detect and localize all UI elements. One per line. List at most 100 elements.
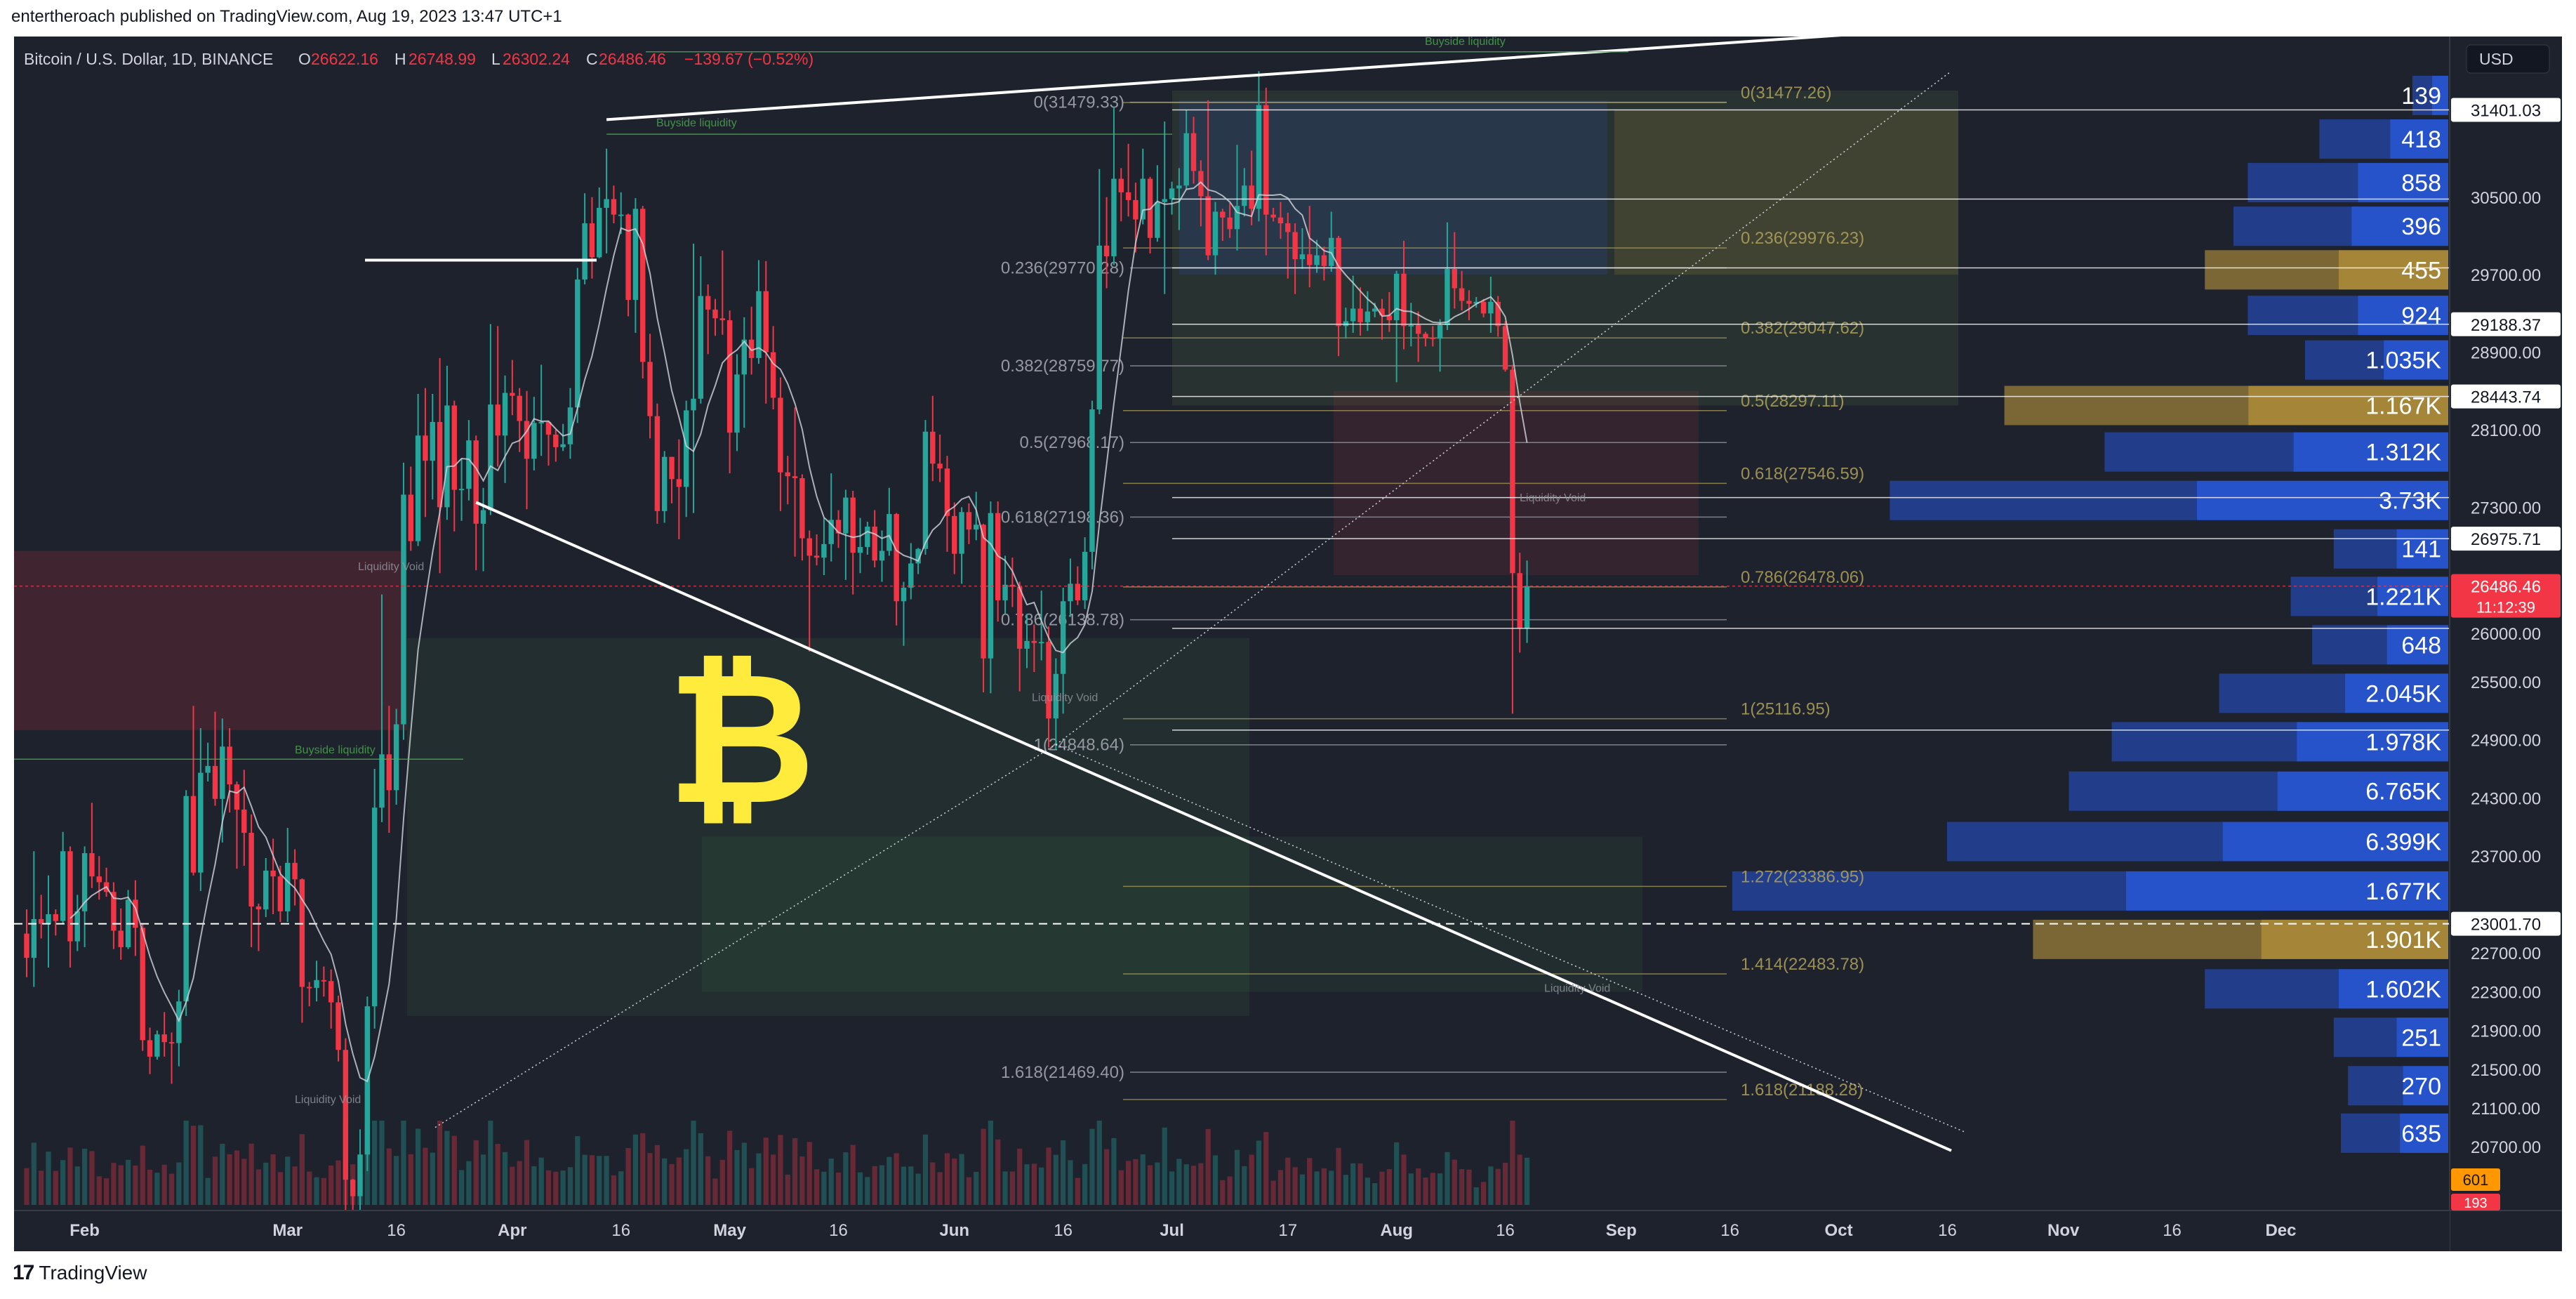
candle-body: [1372, 308, 1378, 312]
price-marker-bg: [2451, 384, 2561, 409]
volume-bar: [1133, 1159, 1138, 1205]
legend-symbol: Bitcoin / U.S. Dollar, 1D, BINANCE: [24, 50, 273, 68]
volume-profile-label: 251: [2401, 1024, 2441, 1051]
volume-bar: [1234, 1149, 1240, 1205]
candle-body: [1524, 586, 1530, 628]
volume-bar: [1379, 1171, 1385, 1205]
price-tick-label: 20700.00: [2471, 1138, 2541, 1157]
volume-profile-label: 924: [2401, 303, 2441, 329]
candle-body: [763, 291, 769, 352]
volume-bar: [270, 1154, 276, 1205]
time-tick-label: Apr: [498, 1221, 526, 1240]
fib-level-label: 0.5(27968.17): [1020, 433, 1124, 452]
volume-bar: [524, 1140, 530, 1205]
candle-body: [632, 209, 639, 301]
candle-body: [285, 862, 291, 911]
volume-bar: [1089, 1128, 1095, 1205]
volume-profile-bar-core: [2386, 625, 2448, 665]
chart-canvas[interactable]: 139 418 858 396 455 924 1.035K 1.167K 1.312K 3.73…: [14, 37, 2562, 1251]
fib-ext-label: 0.5(28297.11): [1741, 392, 1845, 411]
volume-bar: [1307, 1158, 1313, 1205]
candle-body: [799, 478, 805, 539]
currency-label: USD: [2479, 50, 2514, 68]
candle-body: [357, 1154, 363, 1196]
candle-body: [748, 339, 755, 358]
candle-body: [944, 468, 950, 516]
volume-bar: [799, 1156, 805, 1205]
time-tick-label: 16: [1938, 1221, 1957, 1240]
time-tick-label: Mar: [272, 1221, 303, 1240]
candle-body: [597, 207, 602, 258]
moving-average-line: [69, 181, 1528, 1083]
candle-body: [857, 546, 863, 553]
volume-bar: [292, 1166, 298, 1205]
volume-bar: [915, 1173, 921, 1205]
candle-body: [379, 754, 385, 808]
volume-bar: [560, 1171, 566, 1205]
volume-profile-label: 858: [2401, 170, 2441, 197]
candle-body: [1292, 232, 1298, 260]
candle-body: [1256, 105, 1262, 209]
fib-ext-label: 1.618(21188.28): [1741, 1081, 1863, 1100]
volume-profile-bar-core: [2358, 163, 2448, 203]
volume-profile-bar-core: [2390, 119, 2448, 159]
candle-body: [277, 876, 284, 911]
candle-body: [828, 520, 834, 544]
candle-body: [1176, 185, 1182, 189]
chart-svg[interactable]: 139 418 858 396 455 924 1.035K 1.167K 1.312K 3.73…: [14, 37, 2562, 1251]
candle-body: [872, 527, 877, 561]
candle-body: [966, 512, 972, 530]
volume-bar: [553, 1171, 559, 1205]
fib-ext-label: 0.382(29047.62): [1741, 319, 1864, 338]
candle-body: [981, 525, 986, 659]
gold-zone: [1614, 110, 1958, 275]
candle-body: [567, 407, 573, 444]
volume-bar: [1183, 1164, 1189, 1205]
price-marker-label: 31401.03: [2471, 101, 2541, 120]
volume-profile-bar-core: [2384, 340, 2448, 380]
legend-low: 26302.24: [503, 50, 570, 68]
legend-open: 26622.16: [311, 50, 378, 68]
tradingview-footer[interactable]: 17 TradingView: [13, 1261, 147, 1285]
candle-body: [879, 550, 885, 561]
volume-profile-label: 141: [2401, 536, 2441, 563]
candle-body: [343, 1050, 349, 1180]
volume-bar: [575, 1136, 580, 1205]
volume-profile-bar-core: [2396, 529, 2448, 569]
legend-c-label: C: [586, 50, 598, 68]
volume-bar: [597, 1156, 602, 1205]
fib-level-label: 0.236(29770.28): [1001, 259, 1124, 278]
volume-bar: [814, 1169, 820, 1205]
candle-body: [1473, 301, 1479, 304]
volume-bar: [719, 1159, 725, 1205]
candle-body: [835, 520, 842, 534]
descending-dotted-line: [1056, 744, 1966, 1133]
publish-header: entertheroach published on TradingView.c…: [11, 7, 562, 26]
candle-body: [1285, 223, 1291, 232]
volume-profile-label: 635: [2401, 1121, 2441, 1147]
currency-button[interactable]: [2466, 44, 2550, 74]
volume-bar: [1061, 1140, 1066, 1205]
candle-body: [1466, 301, 1472, 304]
volume-bar: [879, 1165, 885, 1205]
volume-bar: [458, 1170, 465, 1205]
volume-bar: [1068, 1160, 1073, 1205]
fib-ext-label: 0.618(27546.59): [1741, 464, 1864, 483]
candle-body: [618, 214, 624, 216]
volume-bar: [401, 1121, 406, 1205]
volume-bar: [488, 1121, 493, 1205]
price-tick-label: 24300.00: [2471, 789, 2541, 808]
volume-bar: [103, 1178, 109, 1205]
candle-body: [1488, 301, 1494, 314]
volume-bar: [307, 1171, 312, 1205]
volume-bar: [1365, 1178, 1370, 1205]
volume-profile-bar-core: [2293, 432, 2448, 472]
volume-bar: [1321, 1168, 1327, 1205]
volume-bar: [154, 1173, 160, 1205]
liquidity-void-label: Liquidity Void: [358, 561, 424, 573]
candle-body: [444, 405, 450, 508]
volume-bar: [1111, 1138, 1117, 1205]
candle-body: [683, 410, 689, 487]
price-tick-label: 30500.00: [2471, 189, 2541, 208]
volume-bar: [959, 1154, 964, 1205]
